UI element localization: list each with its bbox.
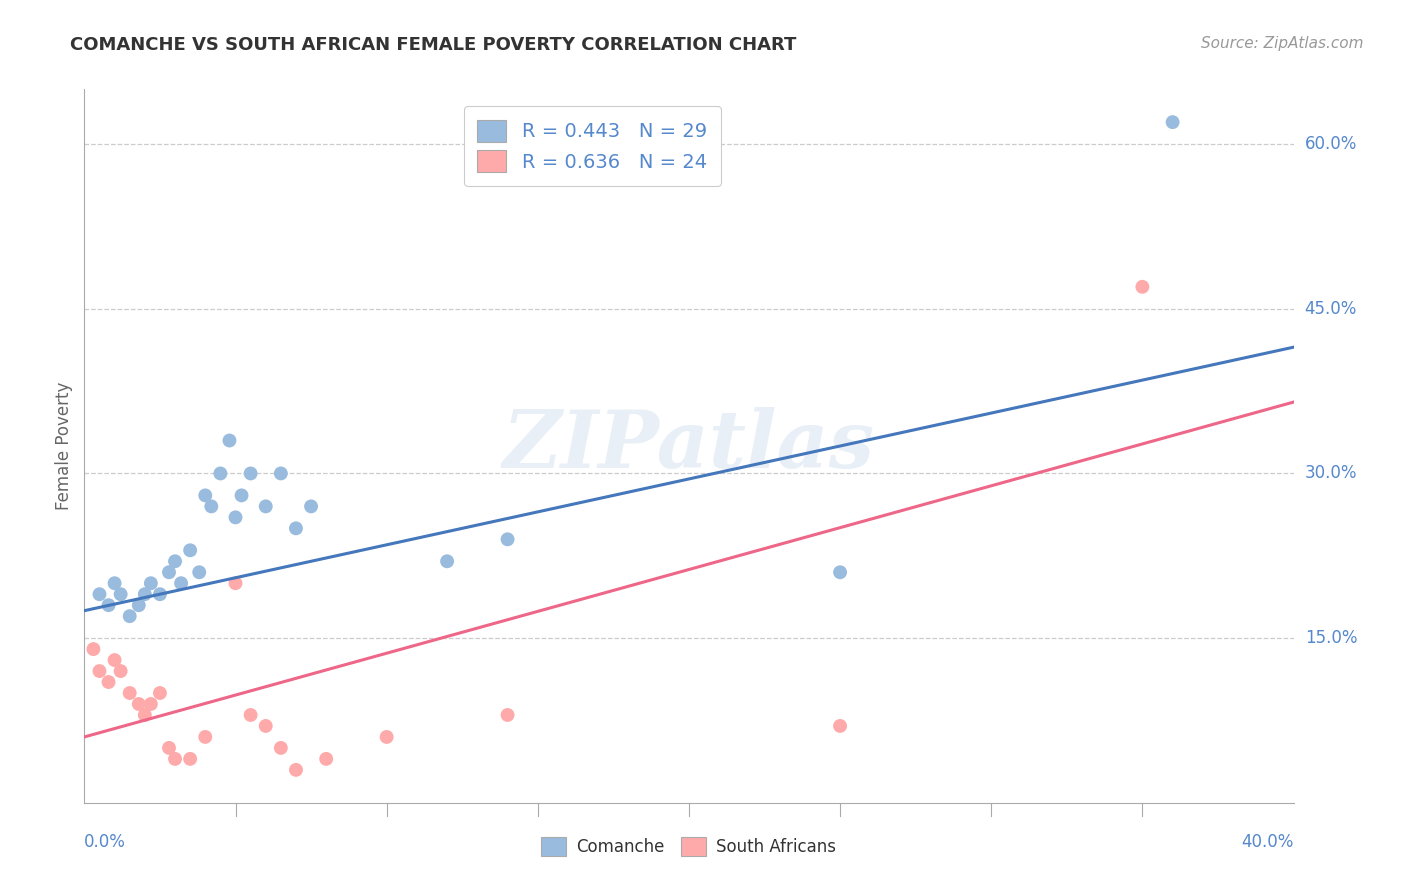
Point [375, 730, 398, 744]
Point [270, 467, 292, 481]
Text: 60.0%: 60.0% [1305, 135, 1357, 153]
Point [139, 576, 162, 591]
Point [254, 719, 277, 733]
Text: 30.0%: 30.0% [1305, 465, 1357, 483]
Y-axis label: Female Poverty: Female Poverty [55, 382, 73, 510]
Point [218, 434, 240, 448]
Point [170, 576, 193, 591]
Point [496, 533, 519, 547]
Point [200, 500, 222, 514]
Point [1161, 115, 1184, 129]
Point [149, 587, 172, 601]
Point [496, 708, 519, 723]
Point [225, 576, 247, 591]
Point [231, 488, 253, 502]
Point [239, 467, 262, 481]
Point [134, 587, 156, 601]
Legend: Comanche, South Africans: Comanche, South Africans [531, 827, 846, 866]
Text: 40.0%: 40.0% [1241, 833, 1294, 851]
Point [179, 543, 201, 558]
Text: Source: ZipAtlas.com: Source: ZipAtlas.com [1201, 36, 1364, 51]
Point [239, 708, 262, 723]
Point [436, 554, 458, 568]
Point [104, 653, 127, 667]
Text: ZIPatlas: ZIPatlas [503, 408, 875, 484]
Point [97, 598, 120, 612]
Point [89, 587, 111, 601]
Point [110, 587, 132, 601]
Point [194, 488, 217, 502]
Point [118, 609, 141, 624]
Point [149, 686, 172, 700]
Point [284, 763, 308, 777]
Point [97, 675, 120, 690]
Text: 0.0%: 0.0% [84, 833, 127, 851]
Point [299, 500, 322, 514]
Point [118, 686, 141, 700]
Point [163, 752, 186, 766]
Point [270, 740, 292, 755]
Point [128, 598, 150, 612]
Point [194, 730, 217, 744]
Text: COMANCHE VS SOUTH AFRICAN FEMALE POVERTY CORRELATION CHART: COMANCHE VS SOUTH AFRICAN FEMALE POVERTY… [70, 36, 797, 54]
Point [284, 521, 308, 535]
Point [110, 664, 132, 678]
Point [89, 664, 111, 678]
Point [830, 719, 852, 733]
Point [179, 752, 201, 766]
Point [188, 566, 211, 580]
Point [134, 708, 156, 723]
Point [139, 697, 162, 711]
Point [163, 554, 186, 568]
Point [128, 697, 150, 711]
Point [254, 500, 277, 514]
Point [157, 740, 180, 755]
Point [157, 566, 180, 580]
Point [104, 576, 127, 591]
Point [209, 467, 232, 481]
Point [315, 752, 337, 766]
Text: 15.0%: 15.0% [1305, 629, 1357, 647]
Point [82, 642, 104, 657]
Point [830, 566, 852, 580]
Point [1130, 280, 1153, 294]
Point [225, 510, 247, 524]
Text: 45.0%: 45.0% [1305, 300, 1357, 318]
